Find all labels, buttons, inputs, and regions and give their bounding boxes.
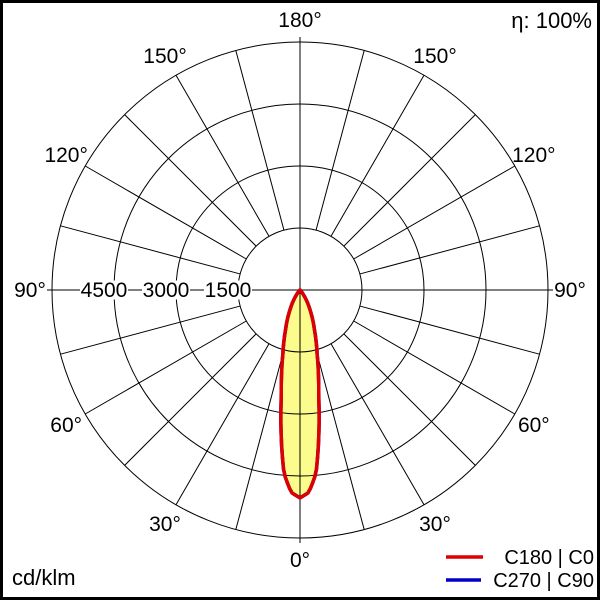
grid-spoke-135 <box>343 114 476 247</box>
units-label: cd/klm <box>12 565 76 590</box>
angle-label-90-left: 90° <box>14 279 46 302</box>
grid-spoke-30 <box>330 343 425 506</box>
polar-grid-layer <box>47 37 553 543</box>
angle-label-30-right: 30° <box>419 513 451 536</box>
angle-label-60-right: 60° <box>518 414 550 437</box>
grid-spoke-45 <box>343 333 476 466</box>
grid-spoke-75 <box>359 305 540 355</box>
ring-label-1500: 1500 <box>205 279 252 302</box>
ring-value-labels: 4500 3000 1500 <box>80 279 252 302</box>
angle-label-120-left: 120° <box>44 144 87 167</box>
angle-label-60-left: 60° <box>50 414 82 437</box>
legend-label-c270-c90: C270 | C90 <box>493 570 594 592</box>
grid-spoke-285 <box>60 305 241 355</box>
efficiency-label: η: 100% <box>511 8 592 33</box>
angle-label-120-right: 120° <box>512 144 555 167</box>
angle-label-150-right: 150° <box>413 45 456 68</box>
grid-spoke-165 <box>315 50 365 231</box>
grid-spoke-315 <box>124 333 257 466</box>
ring-label-chip-1500 <box>204 280 252 300</box>
angle-label-180-right: 180° <box>278 9 321 32</box>
grid-spoke-225 <box>124 114 257 247</box>
grid-spoke-300 <box>84 320 247 415</box>
grid-spoke-330 <box>175 343 270 506</box>
grid-spoke-240 <box>84 165 247 260</box>
grid-spoke-255 <box>60 225 241 275</box>
legend: C180 | C0 C270 | C90 <box>446 547 594 592</box>
ring-label-chip-3000 <box>142 280 190 300</box>
grid-spoke-60 <box>353 320 516 415</box>
grid-spoke-150 <box>330 74 425 237</box>
intensity-curves <box>279 288 321 500</box>
ring-label-4500: 4500 <box>81 279 128 302</box>
intensity-curve-c180-c0 <box>279 288 321 500</box>
grid-spoke-105 <box>359 225 540 275</box>
grid-spoke-210 <box>175 74 270 237</box>
grid-spoke-120 <box>353 165 516 260</box>
ring-label-chip-4500 <box>80 280 128 300</box>
ring-label-3000: 3000 <box>143 279 190 302</box>
angle-label-0-right: 0° <box>290 549 310 572</box>
angle-label-90-right: 90° <box>554 279 586 302</box>
grid-spoke-195 <box>235 50 285 231</box>
angle-labels: 0° 30° 30° 60° 60° 90° 90° 120° 120° 150° 150° 180° <box>14 9 586 572</box>
angle-label-150-left: 150° <box>143 45 186 68</box>
grid-spoke-345 <box>235 349 285 530</box>
angle-label-30-left: 30° <box>149 513 181 536</box>
grid-spoke-15 <box>315 349 365 530</box>
legend-label-c180-c0: C180 | C0 <box>504 547 594 569</box>
